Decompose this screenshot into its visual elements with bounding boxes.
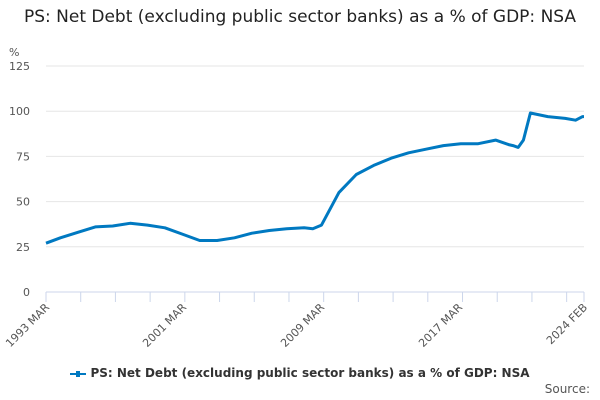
x-tick-label: 2024 FEB xyxy=(544,301,590,347)
source-label: Source: xyxy=(544,382,590,396)
y-tick-label: 0 xyxy=(23,286,30,299)
chart-title: PS: Net Debt (excluding public sector ba… xyxy=(23,7,577,27)
y-tick-label: 125 xyxy=(9,60,30,73)
x-tick-label: 1993 MAR xyxy=(3,301,52,350)
data-series-line[interactable] xyxy=(45,111,585,245)
x-tick-label: 2001 MAR xyxy=(140,301,189,350)
legend-line-icon xyxy=(70,370,87,377)
legend-item[interactable]: PS: Net Debt (excluding public sector ba… xyxy=(0,366,600,380)
y-tick-label: 75 xyxy=(16,150,30,163)
x-tick-label: 2017 MAR xyxy=(416,301,465,350)
y-tick-label: 50 xyxy=(16,196,30,209)
y-tick-label: 100 xyxy=(9,105,30,118)
y-axis-unit: % xyxy=(9,46,20,59)
y-tick-label: 25 xyxy=(16,241,30,254)
x-tick-label: 2009 MAR xyxy=(278,301,327,350)
legend-label: PS: Net Debt (excluding public sector ba… xyxy=(90,366,530,380)
